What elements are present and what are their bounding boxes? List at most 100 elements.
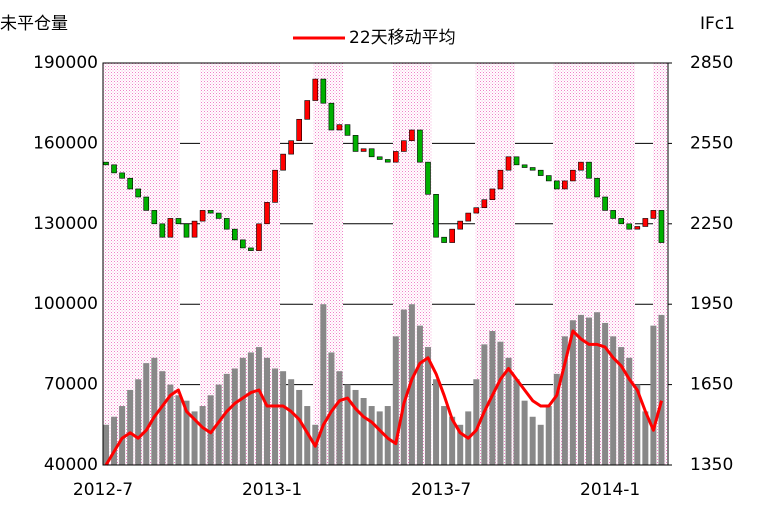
candle-body: [360, 148, 367, 152]
candle-body: [425, 161, 431, 195]
open-interest-bar: [199, 406, 206, 465]
legend-label: 22天移动平均: [349, 28, 456, 48]
open-interest-bar: [400, 309, 407, 465]
open-interest-bar: [497, 341, 504, 465]
open-interest-bar: [505, 357, 512, 465]
candle-body: [433, 194, 439, 238]
candle-body: [207, 210, 214, 214]
candle-body: [634, 226, 641, 230]
open-interest-bar: [175, 395, 182, 465]
candle-body: [159, 223, 166, 238]
y2-tick-label: 1650: [690, 375, 733, 395]
candle-body: [135, 188, 141, 198]
open-interest-bar: [416, 325, 423, 465]
candle-body: [143, 196, 150, 211]
candle-body: [103, 161, 109, 166]
open-interest-bar: [658, 314, 665, 465]
open-interest-bar: [569, 320, 576, 465]
open-interest-bar: [457, 424, 464, 465]
open-interest-bar: [408, 304, 415, 465]
candle-body: [570, 169, 576, 182]
open-interest-bar: [127, 389, 134, 465]
candle-body: [328, 102, 335, 131]
open-interest-bar: [513, 379, 520, 465]
candle-body: [272, 169, 278, 203]
open-interest-bar: [296, 389, 303, 465]
open-interest-bar: [167, 384, 174, 465]
candle-body: [127, 177, 133, 190]
open-interest-bar: [328, 352, 335, 465]
y2-tick-label: 2850: [690, 53, 733, 73]
candle-body: [312, 78, 319, 101]
moving-average-line: [104, 329, 663, 466]
candle-body: [151, 210, 158, 225]
candle-body: [264, 202, 270, 225]
x-tick-label: 2014-1: [580, 480, 640, 500]
candle-body: [586, 161, 592, 179]
candle-body: [497, 169, 504, 190]
candle-body: [658, 210, 665, 243]
candle-body: [505, 156, 512, 171]
open-interest-bar: [360, 398, 367, 465]
candle-body: [256, 223, 262, 251]
open-interest-bar: [642, 411, 649, 465]
candle-body: [618, 218, 625, 225]
y-tick-label: 190000: [33, 53, 98, 73]
candle-body: [392, 151, 399, 163]
open-interest-bar: [143, 363, 150, 465]
open-interest-bar: [529, 416, 536, 465]
candle-body: [578, 161, 584, 171]
candle-body: [352, 135, 359, 152]
open-interest-bar: [247, 352, 254, 465]
y-tick-label: 130000: [33, 214, 98, 234]
candle-body: [344, 124, 351, 136]
y2-tick-label: 2550: [690, 133, 733, 153]
candle-body: [232, 228, 238, 241]
y2-axis-title: IFc1: [700, 14, 735, 34]
open-interest-bar: [135, 379, 142, 465]
open-interest-bar: [280, 371, 287, 465]
candle-body: [336, 124, 343, 131]
open-interest-bar: [376, 411, 383, 465]
candle-body: [384, 159, 391, 163]
open-interest-bar: [610, 336, 617, 465]
y2-tick-label: 2250: [690, 214, 733, 234]
open-interest-bar: [602, 322, 609, 465]
open-interest-bar: [344, 384, 351, 465]
open-interest-bar: [553, 373, 560, 465]
open-interest-bar: [473, 379, 480, 465]
candle-body: [223, 218, 230, 230]
candle-body: [183, 223, 190, 238]
open-interest-bar: [191, 411, 198, 465]
open-interest-bar: [159, 371, 166, 465]
candle-body: [457, 220, 464, 230]
y-axis-title: 未平仓量: [0, 14, 68, 34]
candle-body: [288, 140, 294, 155]
open-interest-bar: [207, 395, 214, 465]
open-interest-bar: [594, 312, 601, 465]
candle-body: [642, 218, 649, 227]
candle-body: [409, 129, 415, 142]
open-interest-bar: [650, 325, 657, 465]
open-interest-bar: [183, 400, 190, 465]
candle-body: [296, 118, 303, 142]
candle-body: [119, 172, 125, 179]
candle-body: [545, 175, 552, 182]
y-tick-label: 70000: [44, 375, 98, 395]
x-tick-label: 2013-7: [411, 480, 471, 500]
open-interest-bar: [336, 371, 343, 465]
candle-body: [650, 210, 657, 219]
open-interest-bar: [272, 368, 279, 465]
candle-body: [602, 196, 608, 211]
open-interest-bar: [537, 424, 544, 465]
x-tick-label: 2012-7: [73, 480, 133, 500]
open-interest-bar: [320, 304, 327, 465]
open-interest-bar: [481, 344, 488, 465]
open-interest-bar: [626, 357, 633, 465]
open-interest-bar: [352, 389, 359, 465]
open-interest-bar: [368, 406, 375, 465]
candle-body: [248, 247, 254, 251]
open-interest-bar: [255, 347, 262, 465]
candle-body: [562, 180, 568, 190]
